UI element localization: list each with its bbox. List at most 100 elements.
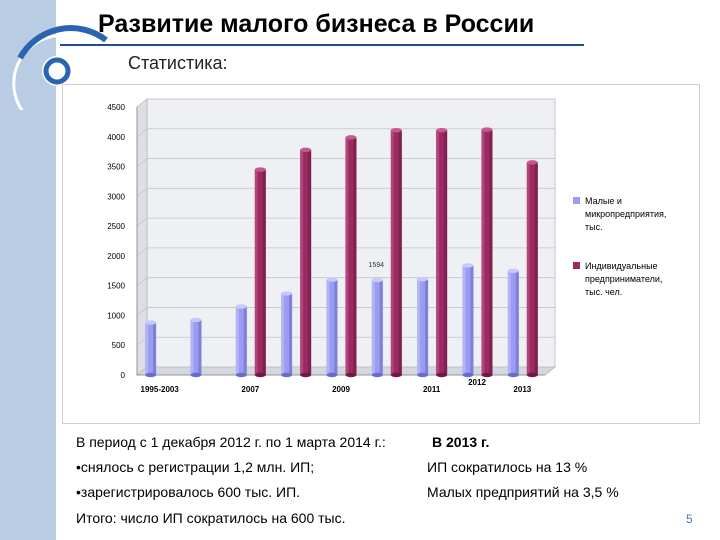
- bar-entrepreneurs-top: [300, 147, 312, 153]
- bar-entrepreneurs-top: [345, 135, 357, 140]
- bar-entrepreneurs-highlight: [345, 137, 349, 375]
- grid-line-side: [136, 277, 148, 286]
- bar-small-business-shade: [379, 280, 383, 375]
- bar-entrepreneurs-highlight: [390, 130, 394, 375]
- bar-small-business: [190, 319, 202, 375]
- bar-small-business-top: [326, 277, 338, 282]
- bar-entrepreneurs-base: [390, 372, 402, 378]
- bullet-deregistered: •снялось с регистрации 1,2 млн. ИП;: [76, 459, 315, 475]
- bar-small-business-shade: [425, 279, 429, 375]
- bar-entrepreneurs-top: [390, 128, 402, 133]
- small-drop-text: Малых предприятий на 3,5 %: [427, 484, 619, 500]
- bar-small-business-base: [417, 372, 429, 378]
- y-tick-label: 500: [112, 341, 126, 350]
- logo-rings: [12, 25, 108, 110]
- bar-small-business-base: [371, 372, 383, 378]
- legend-label-entrepreneurs: предприниматели,: [585, 274, 662, 284]
- y-tick-label: 1500: [107, 282, 125, 291]
- legend-label-entrepreneurs: тыс. чел.: [585, 287, 622, 297]
- bar-small-business-base: [235, 372, 247, 378]
- bar-entrepreneurs-highlight: [481, 129, 485, 375]
- bar-small-business-highlight: [417, 279, 421, 375]
- bar-entrepreneurs-base: [481, 372, 493, 378]
- left-band: [0, 0, 56, 540]
- title-underline: [60, 44, 584, 46]
- bar-entrepreneurs-shade: [398, 130, 402, 375]
- y-tick-label: 3000: [107, 192, 125, 201]
- bar-small-business-shade: [153, 322, 157, 375]
- bar-small-business-top: [145, 320, 157, 325]
- bar-entrepreneurs-base: [300, 372, 312, 378]
- x-tick-label: 2013: [513, 385, 531, 394]
- bar-small-business-highlight: [371, 280, 375, 375]
- bar-small-business-highlight: [462, 265, 466, 375]
- ip-drop-text: ИП сократилось на 13 %: [427, 459, 588, 475]
- x-tick-label: 2012: [468, 378, 486, 387]
- bar-small-business-top: [417, 276, 429, 282]
- y-tick-label: 4500: [107, 103, 125, 112]
- bar-small-business-highlight: [281, 293, 285, 375]
- grid-line-side: [136, 188, 148, 197]
- grid-line-side: [136, 247, 148, 257]
- bar-entrepreneurs-base: [436, 372, 448, 378]
- data-label: 1594: [368, 262, 384, 269]
- bar-entrepreneurs: [481, 129, 493, 375]
- bar-entrepreneurs: [436, 130, 448, 375]
- page-number: 5: [686, 512, 693, 526]
- y-tick-label: 1000: [107, 311, 125, 320]
- bar-small-business: [235, 306, 247, 375]
- slide-title: Развитие малого бизнеса в России: [98, 10, 535, 38]
- bar-entrepreneurs-shade: [308, 149, 312, 375]
- bar-entrepreneurs-shade: [262, 169, 266, 375]
- bar-small-business-top: [371, 277, 383, 283]
- bar-entrepreneurs: [254, 169, 266, 375]
- bullet-registered: •зарегистрировалось 600 тыс. ИП.: [76, 484, 301, 500]
- bar-entrepreneurs-base: [345, 372, 357, 378]
- logo-circle-ring: [43, 57, 71, 85]
- chart-frame: 0 500 1000 1500 2000 2500 3000 3500 4000 4500 1995…: [62, 84, 700, 424]
- bar-small-business-shade: [334, 279, 338, 375]
- bar-entrepreneurs-highlight: [300, 149, 304, 375]
- bar-small-business-base: [190, 372, 202, 378]
- legend-swatch-entrepreneurs: [573, 262, 580, 269]
- bar-entrepreneurs-top: [254, 167, 266, 172]
- y-tick-label: 2500: [107, 222, 125, 231]
- bar-entrepreneurs: [526, 162, 538, 375]
- x-tick-label: 2007: [241, 385, 259, 394]
- bar-small-business-base: [326, 372, 338, 378]
- bar-small-business-top: [507, 268, 519, 273]
- bar-entrepreneurs-top: [436, 128, 448, 133]
- bar-small-business-top: [281, 291, 293, 296]
- x-tick-label: 2011: [423, 385, 441, 394]
- bar-small-business: [145, 322, 157, 375]
- legend-label-small-business: микропредприятия,: [585, 209, 666, 219]
- legend-swatch-small-business: [573, 197, 580, 204]
- bar-small-business-base: [462, 372, 474, 378]
- bar-small-business-shade: [198, 319, 202, 375]
- bar-entrepreneurs-shade: [444, 130, 448, 375]
- slide-subtitle: Статистика:: [128, 53, 228, 73]
- bar-small-business-highlight: [190, 319, 194, 375]
- bar-small-business: [507, 270, 519, 375]
- bar-small-business-base: [507, 372, 519, 378]
- bar-entrepreneurs: [300, 149, 312, 375]
- bar-entrepreneurs-top: [481, 127, 493, 132]
- bar-small-business-shade: [515, 270, 519, 375]
- y-tick-label: 2000: [107, 252, 125, 261]
- bar-small-business-top: [462, 263, 474, 268]
- bar-entrepreneurs-highlight: [254, 169, 258, 375]
- year-heading: В 2013 г.: [432, 434, 490, 450]
- bar-small-business: [462, 265, 474, 375]
- y-tick-label: 0: [121, 371, 126, 380]
- bar-entrepreneurs-highlight: [436, 130, 440, 375]
- bar-small-business-highlight: [235, 306, 239, 375]
- bar-small-business: [326, 279, 338, 375]
- legend-label-entrepreneurs: Индивидуальные: [585, 261, 658, 271]
- grid-line-side: [136, 307, 148, 316]
- bar-small-business-shade: [289, 293, 293, 375]
- bar-small-business-top: [190, 317, 202, 323]
- logo-arc-blue: [17, 25, 108, 60]
- logo-arc-outer: [12, 34, 100, 110]
- bar-small-business-top: [235, 304, 247, 309]
- bar-entrepreneurs-top: [526, 160, 538, 165]
